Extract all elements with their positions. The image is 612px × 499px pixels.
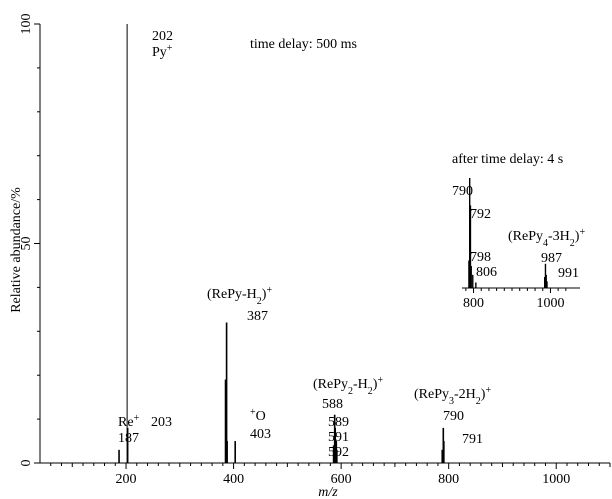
inset-label-p991: 991: [558, 266, 579, 281]
y-axis-label: Relative abundance/%: [9, 187, 24, 313]
peak-label-187-0: Re+: [118, 413, 140, 431]
peak-label-203-0: 203: [151, 415, 172, 430]
peak-label-589-1: 591: [328, 430, 349, 445]
peak-label-403-1: 403: [250, 427, 271, 442]
peak-label-387-0: (RePy-H2)+: [207, 285, 272, 307]
peak-label-588-0: (RePy2-H2)+: [313, 375, 383, 397]
peak-label-589-2: 592: [328, 445, 349, 460]
peak-label-187-1: 187: [118, 431, 139, 446]
inset-x-tick-label: 800: [463, 296, 484, 311]
x-tick-label: 1000: [542, 472, 570, 487]
inset-label-p806: 806: [476, 265, 497, 280]
inset-label-p792: 792: [470, 207, 491, 222]
inset-label-p798: 798: [470, 250, 491, 265]
peak-label-790-0: (RePy3-2H2)+: [414, 385, 491, 407]
inset-title: after time delay: 4 s: [452, 152, 563, 167]
y-tick-label: 50: [19, 237, 34, 251]
y-tick-label: 0: [19, 460, 34, 467]
y-tick-label: 100: [19, 14, 34, 35]
peak-label-791-0: 791: [462, 432, 483, 447]
peak-label-589-0: 589: [328, 415, 349, 430]
peak-label-403-0: +O: [250, 407, 266, 425]
inset-label-species: (RePy4-3H2)+: [508, 227, 585, 249]
peak-label-588-1: 588: [322, 397, 343, 412]
inset-label-p790: 790: [452, 184, 473, 199]
peak-label-202-1: Py+: [152, 43, 173, 61]
x-tick-label: 800: [438, 472, 459, 487]
peak-label-202-0: 202: [152, 29, 173, 44]
x-tick-label: 200: [116, 472, 137, 487]
time-delay-annotation: time delay: 500 ms: [250, 37, 357, 52]
x-tick-label: 600: [331, 472, 352, 487]
x-axis-label: m/z: [318, 485, 338, 499]
inset-label-p987: 987: [541, 251, 562, 266]
inset-x-tick-label: 1000: [536, 296, 564, 311]
x-tick-label: 400: [223, 472, 244, 487]
peak-label-790-1: 790: [443, 409, 464, 424]
peak-label-387-1: 387: [247, 309, 268, 324]
